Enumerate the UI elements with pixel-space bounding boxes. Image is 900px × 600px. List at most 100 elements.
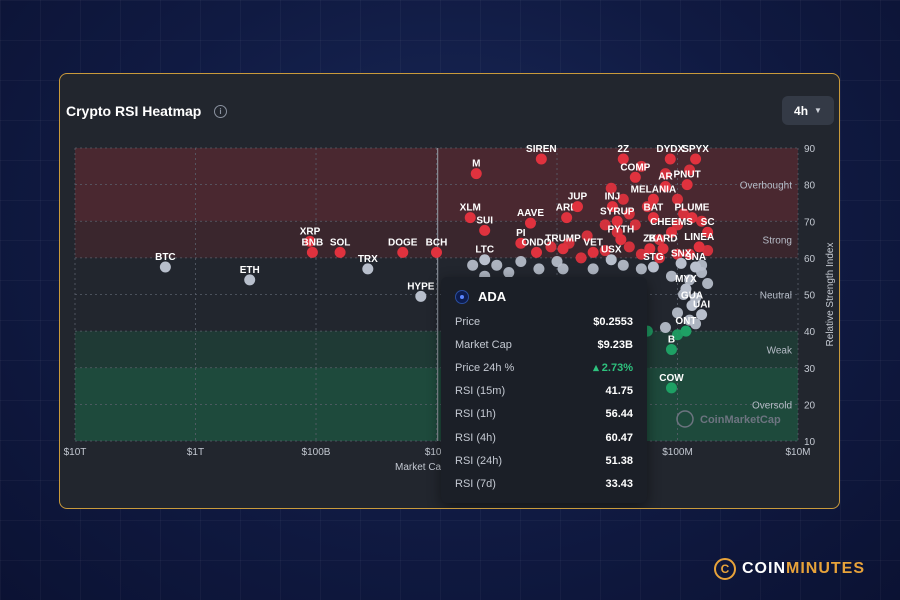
- x-tick-label: $1T: [187, 447, 204, 458]
- zone-label: Overbought: [740, 181, 792, 192]
- tooltip-row-label: RSI (4h): [455, 431, 496, 444]
- scatter-point: [617, 259, 629, 271]
- rsi-scatter-chart[interactable]: Overbought Strong Neutral Weak Oversold CoinM…: [60, 74, 840, 509]
- cardano-icon: [455, 289, 469, 304]
- point-label: LTC: [475, 245, 494, 256]
- point-label: TRUMP: [545, 234, 581, 245]
- tooltip-row-label: RSI (1h): [455, 408, 496, 421]
- rsi-heatmap-card: Crypto RSI Heatmap i 4h ▼ Overbought Stro…: [59, 73, 840, 509]
- point-label: COW: [659, 373, 684, 384]
- x-tick-label: $100M: [662, 447, 693, 458]
- point-label: UAI: [693, 300, 710, 311]
- brand-part-minutes: MINUTES: [786, 560, 865, 577]
- scatter-point: [657, 243, 669, 255]
- point-label: MELANIA: [631, 184, 677, 195]
- coin-tooltip: ADA Price $0.2553 Market Cap $9.23B Price 24…: [441, 277, 647, 503]
- scatter-point: [665, 270, 677, 282]
- tooltip-row-label: RSI (24h): [455, 454, 503, 467]
- scatter-point: [680, 325, 692, 337]
- scatter-point: [571, 201, 583, 213]
- point-label: XLM: [460, 203, 481, 214]
- scatter-point: [306, 246, 318, 258]
- point-label: VET: [583, 237, 602, 248]
- scatter-point: [397, 246, 409, 258]
- scatter-point: [617, 193, 629, 205]
- point-label: TRX: [358, 254, 378, 265]
- point-label: PLUME: [674, 203, 709, 214]
- scatter-point: [470, 168, 482, 180]
- scatter-point: [665, 343, 677, 355]
- scatter-point: [653, 252, 665, 264]
- x-tick-label: $10T: [64, 447, 87, 458]
- scatter-point: [599, 219, 611, 231]
- tooltip-row-value: ▴ 2.73%: [593, 362, 633, 375]
- scatter-point: [665, 382, 677, 394]
- tooltip-row-label: Price 24h %: [455, 361, 515, 374]
- scatter-point: [615, 234, 627, 246]
- scatter-point: [678, 208, 690, 220]
- card-title: Crypto RSI Heatmap: [66, 103, 202, 119]
- zone-label: Strong: [763, 236, 792, 247]
- scatter-point: [531, 246, 543, 258]
- point-label: SPYX: [682, 144, 709, 155]
- point-label: PYTH: [608, 225, 635, 236]
- point-label: ONDO: [522, 237, 552, 248]
- y-tick-label: 20: [804, 400, 816, 411]
- scatter-point: [629, 171, 641, 183]
- scatter-point: [690, 318, 702, 330]
- scatter-point: [686, 212, 698, 224]
- scatter-point: [515, 237, 527, 249]
- scatter-point: [623, 241, 635, 253]
- y-tick-label: 60: [804, 254, 816, 265]
- point-label: BTC: [155, 252, 176, 263]
- tooltip-row-value: $9.23B: [597, 338, 633, 351]
- scatter-point: [617, 153, 629, 165]
- scatter-point: [557, 243, 569, 255]
- scatter-point: [503, 267, 515, 279]
- tooltip-row-label: RSI (7d): [455, 477, 496, 490]
- scatter-point: [587, 246, 599, 258]
- scatter-point: [479, 224, 491, 236]
- scatter-point: [702, 245, 714, 257]
- scatter-point: [545, 241, 557, 253]
- scatter-point: [635, 263, 647, 275]
- tooltip-row-label: Price: [455, 315, 481, 328]
- point-label: SYRUP: [600, 206, 635, 217]
- y-tick-label: 50: [804, 291, 816, 302]
- scatter-point: [535, 153, 547, 165]
- point-label: SUI: [476, 215, 493, 226]
- point-label: JUP: [568, 192, 588, 203]
- scatter-point: [675, 257, 687, 269]
- tooltip-row-value: 60.47: [605, 431, 633, 444]
- tooltip-header: ADA: [455, 289, 506, 304]
- tooltip-row-label: RSI (15m): [455, 385, 506, 398]
- interval-value: 4h: [794, 103, 809, 118]
- tooltip-row: RSI (15m) 41.75: [455, 380, 633, 403]
- info-icon[interactable]: i: [214, 105, 227, 118]
- point-label: PNUT: [674, 170, 701, 181]
- scatter-point: [641, 201, 653, 213]
- point-label: GUA: [681, 290, 703, 301]
- x-axis-label: Market Cap: [395, 462, 447, 473]
- scatter-point: [467, 259, 479, 271]
- scatter-point: [524, 217, 536, 229]
- point-label: ETH: [240, 265, 260, 276]
- coinminutes-logo: C COINMINUTES: [714, 558, 865, 580]
- point-label: AAVE: [517, 208, 544, 219]
- tooltip-row: Price 24h % ▴ 2.73%: [455, 356, 633, 379]
- y-tick-label: 90: [804, 144, 816, 155]
- scatter-point: [684, 164, 696, 176]
- interval-dropdown[interactable]: 4h ▼: [782, 96, 834, 125]
- point-label: DYDX: [656, 144, 684, 155]
- scatter-point: [479, 254, 491, 266]
- point-label: DOGE: [388, 237, 418, 248]
- scatter-point: [686, 299, 698, 311]
- tooltip-row-value: 51.38: [605, 454, 633, 467]
- scatter-point: [159, 261, 171, 273]
- scatter-point: [551, 256, 563, 268]
- scatter-point: [605, 254, 617, 266]
- scatter-point: [644, 243, 656, 255]
- brand-name: COINMINUTES: [742, 560, 865, 578]
- point-label: SNA: [685, 252, 706, 263]
- zone-label: Weak: [767, 345, 793, 356]
